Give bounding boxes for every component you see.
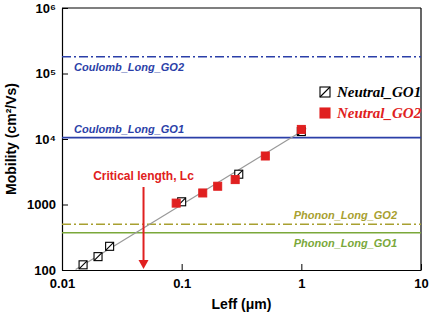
trend-line: [76, 128, 307, 269]
reference-line-label: Coulomb_Long_GO1: [74, 123, 184, 135]
frame-right: [420, 8, 421, 270]
marker-box: [106, 242, 114, 250]
legend-item: Neutral_GO2: [320, 105, 422, 121]
y-tick-mark: [62, 74, 68, 75]
x-tick-mark: [421, 264, 422, 270]
y-tick-mark: [62, 8, 68, 9]
reference-line: [62, 232, 421, 234]
x-tick-label: 1: [298, 276, 305, 291]
reference-line: [62, 223, 421, 225]
y-tick-label: 100: [34, 263, 56, 278]
data-point: [106, 242, 114, 250]
marker-box: [79, 261, 87, 269]
legend: Neutral_GO1 Neutral_GO2: [320, 84, 422, 121]
marker-box: [199, 189, 207, 197]
marker-hatch: [106, 242, 114, 250]
y-tick: 10⁶: [36, 1, 68, 16]
x-axis-title: Leff (μm): [212, 296, 272, 312]
marker-box: [172, 199, 180, 207]
annotation-text: Critical length, Lc: [93, 169, 194, 183]
frame-top: [62, 7, 421, 8]
x-tick: 1: [298, 264, 305, 291]
legend-item: Neutral_GO1: [320, 84, 421, 100]
data-point: [214, 182, 222, 190]
y-tick-label: 10⁴: [35, 132, 56, 147]
annotation-arrow: [143, 187, 145, 263]
y-tick-mark: [62, 139, 68, 140]
marker-hatch: [79, 261, 87, 269]
y-tick: 100: [34, 263, 68, 278]
y-tick: 10⁴: [35, 132, 68, 147]
legend-symbol: [320, 87, 330, 97]
plot-area: [62, 57, 421, 270]
x-tick-label: 10: [414, 276, 428, 291]
y-axis: 100 1000 10⁴ 10⁵ 10⁶: [27, 1, 68, 278]
chart: 0.01 0.1 1 10 100 1000 10⁴ 10⁵ 10⁶ Leff (μm) Mobil…: [0, 0, 435, 314]
x-tick: 0.1: [173, 264, 191, 291]
marker-box: [214, 182, 222, 190]
data-point: [231, 176, 239, 184]
marker-box: [261, 152, 269, 160]
annotation-arrowhead: [139, 260, 149, 269]
legend-symbol: [320, 108, 330, 118]
y-axis-title: Mobility (cm²/Vs): [3, 83, 19, 195]
x-tick-label: 0.01: [50, 276, 75, 291]
y-tick-label: 1000: [27, 197, 56, 212]
marker-hatch: [94, 253, 102, 261]
x-tick-label: 0.1: [173, 276, 191, 291]
legend-symbol-hatch: [320, 87, 330, 97]
y-tick: 10⁵: [35, 66, 68, 81]
marker-box: [94, 253, 102, 261]
legend-label: Neutral_GO1: [336, 84, 421, 100]
x-tick-mark: [182, 264, 183, 270]
data-point: [79, 261, 87, 269]
marker-box: [297, 125, 305, 133]
data-point: [172, 199, 180, 207]
x-axis: 0.01 0.1 1 10: [50, 264, 429, 291]
y-tick: 1000: [27, 197, 68, 212]
reference-line: [62, 56, 421, 58]
x-tick: 10: [414, 264, 428, 291]
data-point: [94, 253, 102, 261]
data-point: [297, 125, 305, 133]
y-tick-mark: [62, 205, 68, 206]
y-tick-label: 10⁵: [35, 66, 56, 81]
legend-label: Neutral_GO2: [336, 105, 422, 121]
y-tick-label: 10⁶: [36, 1, 56, 16]
reference-line: [62, 137, 421, 139]
x-axis-line: [63, 270, 422, 271]
data-point: [199, 189, 207, 197]
reference-line-label: Phonon_Long_GO1: [294, 237, 397, 249]
reference-line-label: Phonon_Long_GO2: [294, 209, 397, 221]
y-tick-mark: [62, 270, 68, 271]
x-tick-mark: [301, 264, 302, 270]
marker-box: [231, 176, 239, 184]
reference-line-label: Coulomb_Long_GO2: [74, 61, 184, 73]
data-point: [261, 152, 269, 160]
